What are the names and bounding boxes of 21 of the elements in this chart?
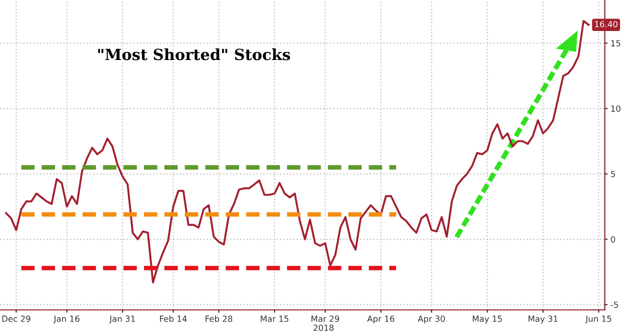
- data-label: 16.40: [595, 20, 618, 28]
- y-tick-label: 0: [610, 236, 616, 243]
- x-tick-label: Mar 29: [312, 316, 340, 322]
- x-tick-label: Feb 14: [160, 315, 187, 322]
- y-tick-label: -5: [610, 302, 618, 308]
- x-tick-label: Jan 31: [109, 316, 135, 324]
- x-tick-label: Jan 16: [53, 316, 80, 324]
- y-tick-label: 5: [611, 170, 615, 178]
- x-tick-label: Apr 30: [418, 316, 445, 324]
- y-tick-label: 15: [611, 40, 620, 46]
- text: 2018: [314, 324, 334, 331]
- text: "Most Shorted" Stocks: [98, 48, 290, 60]
- x-tick-label: Dec 29: [2, 316, 30, 322]
- x-tick-label: May 15: [472, 316, 502, 324]
- x-tick-label: Apr 16: [367, 316, 394, 324]
- x-tick-label: Jun 15: [585, 316, 612, 324]
- x-tick-label: Feb 28: [206, 315, 232, 322]
- x-tick-label: Mar 15: [260, 316, 288, 322]
- line-series: [5, 20, 590, 284]
- x-tick-label: May 31: [528, 316, 558, 324]
- y-tick-label: 10: [611, 106, 620, 112]
